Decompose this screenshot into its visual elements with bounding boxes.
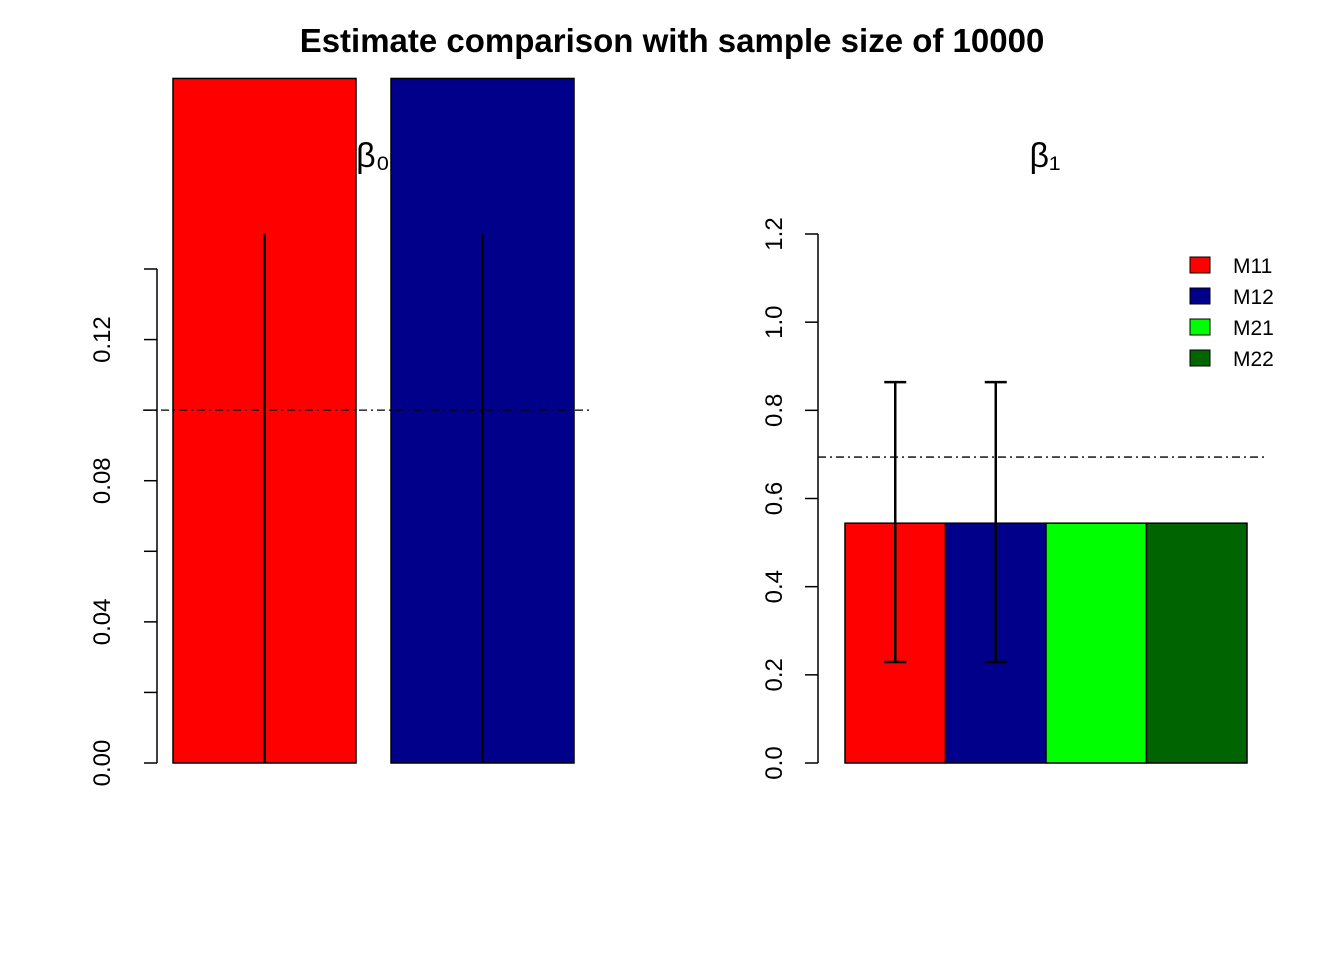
- panel-title: β₀: [356, 137, 390, 175]
- figure-title: Estimate comparison with sample size of …: [300, 22, 1045, 59]
- y-tick-label: 0.2: [761, 658, 788, 691]
- legend-swatch: [1189, 256, 1211, 274]
- y-tick-label: 1.0: [761, 305, 788, 338]
- y-tick-label: 0.12: [89, 316, 116, 363]
- y-tick-label: 0.8: [761, 394, 788, 427]
- y-tick-label: 0.08: [89, 457, 116, 504]
- y-tick-label: 0.00: [89, 740, 116, 787]
- legend-swatch: [1189, 349, 1211, 367]
- bar: [1045, 522, 1148, 764]
- y-tick-label: 0.04: [89, 598, 116, 645]
- y-tick-label: 0.0: [761, 746, 788, 779]
- y-tick-label: 1.2: [761, 217, 788, 250]
- legend-label: M12: [1233, 286, 1274, 309]
- y-tick-label: 0.4: [761, 570, 788, 603]
- legend-swatch: [1189, 318, 1211, 336]
- legend-label: M21: [1233, 317, 1274, 340]
- legend-swatch: [1189, 287, 1211, 305]
- legend-label: M11: [1233, 255, 1272, 278]
- legend-label: M22: [1233, 348, 1274, 371]
- y-tick-label: 0.6: [761, 482, 788, 515]
- panel-title: β₁: [1029, 137, 1060, 175]
- bar: [1145, 522, 1248, 764]
